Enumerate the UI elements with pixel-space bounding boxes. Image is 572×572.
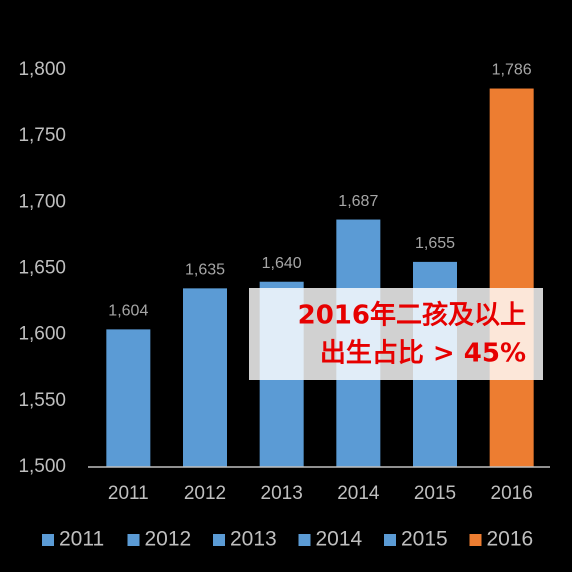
x-tick-label: 2014 xyxy=(337,483,380,504)
annotation-text: 2016年二孩及以上 xyxy=(298,300,526,331)
legend-swatch xyxy=(127,534,140,546)
legend-swatch xyxy=(213,534,225,546)
legend-label: 2013 xyxy=(230,528,277,551)
value-label: 1,640 xyxy=(262,255,302,272)
legend-label: 2014 xyxy=(316,528,363,551)
annotation-box xyxy=(249,288,543,380)
value-label: 1,635 xyxy=(185,262,225,279)
legend-swatch xyxy=(298,534,311,546)
x-tick-label: 2012 xyxy=(184,483,226,504)
bar xyxy=(183,288,227,467)
legend-swatch xyxy=(42,534,54,546)
value-label: 1,604 xyxy=(108,303,148,320)
value-label: 1,786 xyxy=(492,62,532,79)
x-tick-label: 2011 xyxy=(108,483,149,504)
y-tick-label: 1,650 xyxy=(18,258,66,279)
legend-label: 2015 xyxy=(401,528,448,551)
y-tick-label: 1,700 xyxy=(18,191,66,212)
legend-label: 2011 xyxy=(59,528,104,551)
x-tick-label: 2015 xyxy=(414,483,456,504)
value-label: 1,655 xyxy=(415,235,455,252)
bar xyxy=(106,329,151,467)
y-tick-label: 1,550 xyxy=(18,390,66,411)
legend-swatch xyxy=(384,534,396,546)
legend-label: 2016 xyxy=(487,528,534,551)
legend-label: 2012 xyxy=(145,528,192,551)
x-tick-label: 2016 xyxy=(491,483,533,504)
y-tick-label: 1,800 xyxy=(18,59,66,80)
x-tick-label: 2013 xyxy=(261,483,303,504)
annotation-text: 出生占比 > 45% xyxy=(320,339,526,369)
value-label: 1,687 xyxy=(338,193,378,210)
y-tick-label: 1,500 xyxy=(18,456,66,477)
y-tick-label: 1,600 xyxy=(18,324,66,345)
y-tick-label: 1,750 xyxy=(18,125,66,146)
bar xyxy=(489,88,534,467)
legend-swatch xyxy=(469,534,482,546)
